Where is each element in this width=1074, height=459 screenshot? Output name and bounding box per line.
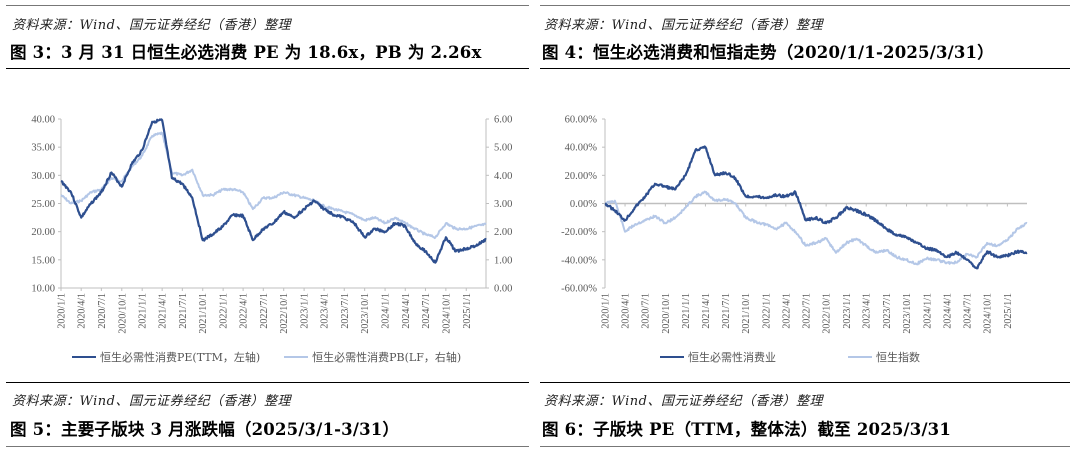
sector-vs-index-chart-axes: 60.00% 40.00% 20.00% 0.00% -20.00% -40.00% -60… — [561, 115, 1027, 334]
svg-text:-60.00%: -60.00% — [561, 284, 597, 295]
pe-pb-chart-legend: 恒生必需性消费PE(TTM，左轴) 恒生必需性消费PB(LF，右轴) — [72, 349, 461, 365]
svg-text:4.00: 4.00 — [494, 171, 512, 182]
svg-text:2023/4/1: 2023/4/1 — [862, 293, 873, 329]
svg-text:2022/10/1: 2022/10/1 — [279, 293, 290, 334]
svg-text:60.00%: 60.00% — [565, 115, 598, 126]
top-right-figure-title: 图 4：恒生必选消费和恒指走势（2020/1/1-2025/3/31） — [542, 43, 994, 62]
svg-text:20.00%: 20.00% — [565, 171, 598, 182]
svg-text:2021/1/1: 2021/1/1 — [681, 293, 692, 329]
svg-text:2024/7/1: 2024/7/1 — [962, 293, 973, 329]
svg-text:2023/4/1: 2023/4/1 — [320, 293, 331, 329]
svg-text:35.00: 35.00 — [31, 143, 55, 154]
svg-text:2023/10/1: 2023/10/1 — [902, 293, 913, 334]
svg-text:2024/7/1: 2024/7/1 — [421, 293, 432, 329]
svg-text:40.00%: 40.00% — [565, 143, 598, 154]
pe-pb-chart-lines — [60, 118, 487, 264]
svg-text:40.00: 40.00 — [31, 115, 55, 126]
svg-text:2021/10/1: 2021/10/1 — [198, 293, 209, 334]
legend-swatch-pe — [72, 355, 96, 359]
svg-text:2025/1/1: 2025/1/1 — [462, 293, 473, 329]
svg-text:2021/10/1: 2021/10/1 — [741, 293, 752, 334]
pe-pb-chart-axes: 40.00 35.00 30.00 25.00 20.00 15.00 10.00 6.00 5… — [31, 115, 512, 334]
top-left-figure-title: 图 3：3 月 31 日恒生必选消费 PE 为 18.6x，PB 为 2.26x — [10, 43, 482, 62]
bottom-right-figure-title: 图 6：子版块 PE（TTM，整体法）截至 2025/3/31 — [542, 420, 952, 439]
top-left-source-note: 资料来源：Wind、国元证券经纪（香港）整理 — [12, 18, 291, 33]
svg-text:-20.00%: -20.00% — [561, 227, 597, 238]
legend-swatch-pb — [284, 355, 309, 359]
bottom-right-source-note: 资料来源：Wind、国元证券经纪（香港）整理 — [544, 394, 823, 409]
svg-text:2024/10/1: 2024/10/1 — [983, 293, 994, 334]
top-right-source-note: 资料来源：Wind、国元证券经纪（香港）整理 — [544, 18, 823, 33]
svg-text:2020/1/1: 2020/1/1 — [57, 293, 68, 329]
sector-vs-index-chart-lines — [604, 145, 1028, 270]
svg-text:2022/10/1: 2022/10/1 — [822, 293, 833, 334]
legend-label-pe: 恒生必需性消费PE(TTM，左轴) — [100, 351, 261, 364]
svg-text:2.00: 2.00 — [494, 227, 512, 238]
svg-text:2021/4/1: 2021/4/1 — [701, 293, 712, 329]
svg-text:2020/7/1: 2020/7/1 — [97, 293, 108, 329]
svg-text:2022/7/1: 2022/7/1 — [259, 293, 270, 329]
svg-text:2023/10/1: 2023/10/1 — [360, 293, 371, 334]
svg-text:3.00: 3.00 — [494, 199, 512, 210]
legend-label-sector: 恒生必需性消费业 — [688, 351, 776, 364]
svg-text:2024/4/1: 2024/4/1 — [942, 293, 953, 329]
legend-swatch-index — [848, 355, 872, 359]
top-right-top-rule — [540, 5, 1070, 6]
svg-text:2023/7/1: 2023/7/1 — [340, 293, 351, 329]
legend-item-pb: 恒生必需性消费PB(LF，右轴) — [284, 349, 461, 365]
pe-pb-chart: 40.00 35.00 30.00 25.00 20.00 15.00 10.00 6.00 5… — [31, 115, 512, 334]
legend-label-index: 恒生指数 — [876, 351, 920, 364]
svg-text:2024/10/1: 2024/10/1 — [441, 293, 452, 334]
svg-text:1.00: 1.00 — [494, 255, 512, 266]
bottom-right-top-rule — [540, 382, 1070, 383]
bottom-left-source-note: 资料来源：Wind、国元证券经纪（香港）整理 — [12, 394, 291, 409]
svg-text:2022/4/1: 2022/4/1 — [781, 293, 792, 329]
svg-text:2020/10/1: 2020/10/1 — [661, 293, 672, 334]
top-right-title-rule — [540, 68, 1070, 69]
svg-text:2023/7/1: 2023/7/1 — [882, 293, 893, 329]
svg-text:5.00: 5.00 — [494, 143, 512, 154]
bottom-left-figure-title: 图 5：主要子版块 3 月涨跌幅（2025/3/1-3/31） — [10, 420, 400, 439]
legend-swatch-sector — [660, 355, 684, 359]
svg-text:2021/7/1: 2021/7/1 — [178, 293, 189, 329]
svg-text:2021/1/1: 2021/1/1 — [138, 293, 149, 329]
svg-text:2021/4/1: 2021/4/1 — [158, 293, 169, 329]
svg-text:15.00: 15.00 — [31, 255, 55, 266]
svg-text:2024/4/1: 2024/4/1 — [401, 293, 412, 329]
svg-text:2024/1/1: 2024/1/1 — [381, 293, 392, 329]
sector-vs-index-chart-legend: 恒生必需性消费业 恒生指数 — [660, 349, 920, 365]
svg-text:25.00: 25.00 — [31, 199, 55, 210]
bottom-left-title-rule — [6, 446, 529, 447]
svg-text:2022/1/1: 2022/1/1 — [219, 293, 230, 329]
legend-item-index: 恒生指数 — [848, 349, 920, 365]
bottom-right-title-rule — [540, 446, 1070, 447]
svg-text:2025/1/1: 2025/1/1 — [1003, 293, 1014, 329]
sector-vs-index-chart: 60.00% 40.00% 20.00% 0.00% -20.00% -40.00% -60… — [561, 115, 1028, 334]
bottom-left-top-rule — [6, 382, 529, 383]
legend-label-pb: 恒生必需性消费PB(LF，右轴) — [312, 351, 462, 364]
svg-text:2022/7/1: 2022/7/1 — [801, 293, 812, 329]
svg-text:2023/1/1: 2023/1/1 — [842, 293, 853, 329]
svg-text:20.00: 20.00 — [31, 227, 55, 238]
svg-text:0.00%: 0.00% — [570, 199, 597, 210]
svg-text:2021/7/1: 2021/7/1 — [721, 293, 732, 329]
svg-text:2022/4/1: 2022/4/1 — [239, 293, 250, 329]
svg-text:6.00: 6.00 — [494, 115, 512, 126]
svg-text:2023/1/1: 2023/1/1 — [300, 293, 311, 329]
svg-text:2022/1/1: 2022/1/1 — [762, 293, 773, 329]
svg-text:10.00: 10.00 — [31, 284, 55, 295]
svg-text:2020/4/1: 2020/4/1 — [77, 293, 88, 329]
legend-item-pe: 恒生必需性消费PE(TTM，左轴) — [72, 349, 260, 365]
svg-text:2020/1/1: 2020/1/1 — [601, 293, 612, 329]
svg-text:2020/7/1: 2020/7/1 — [641, 293, 652, 329]
legend-item-sector: 恒生必需性消费业 — [660, 349, 776, 365]
svg-text:2020/4/1: 2020/4/1 — [621, 293, 632, 329]
svg-text:2020/10/1: 2020/10/1 — [117, 293, 128, 334]
top-left-top-rule — [6, 5, 529, 6]
svg-text:-40.00%: -40.00% — [561, 255, 597, 266]
svg-text:0.00: 0.00 — [494, 284, 512, 295]
svg-text:2024/1/1: 2024/1/1 — [922, 293, 933, 329]
svg-text:30.00: 30.00 — [31, 171, 55, 182]
top-left-title-rule — [6, 68, 529, 69]
